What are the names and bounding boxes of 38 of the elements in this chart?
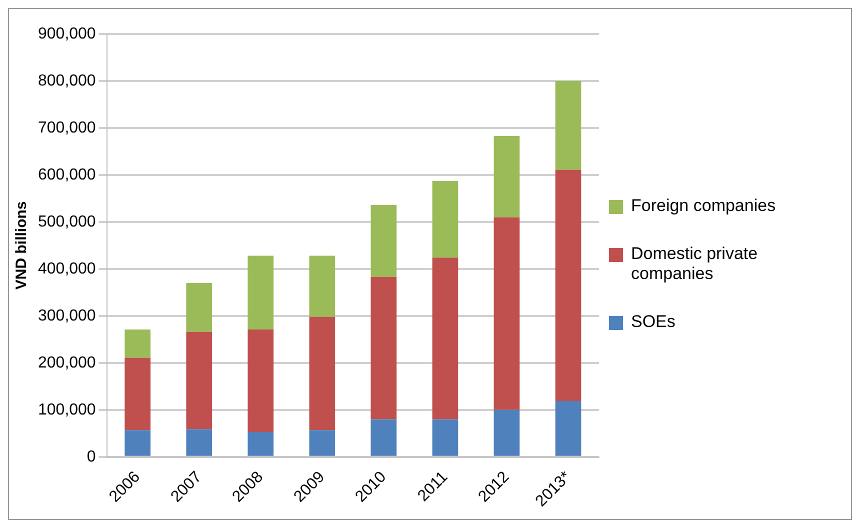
bar — [248, 432, 274, 456]
y-tick-label: 900,000 — [38, 25, 96, 42]
bar — [309, 316, 336, 430]
y-tick-label: 100,000 — [38, 401, 96, 418]
bar — [309, 430, 336, 456]
bar — [494, 136, 520, 218]
legend-label: Foreign companies — [631, 196, 776, 216]
y-tick-label: 0 — [86, 448, 96, 466]
bar — [555, 80, 582, 170]
bar — [432, 419, 458, 456]
bar — [370, 419, 397, 456]
bar — [370, 276, 397, 420]
legend-label: SOEs — [631, 312, 676, 332]
y-tick-label: 700,000 — [38, 119, 96, 136]
bar — [309, 256, 336, 317]
bar — [248, 256, 274, 330]
bar — [186, 332, 212, 430]
y-axis-title: VND billions — [13, 201, 30, 290]
y-tick-label: 400,000 — [38, 260, 96, 278]
y-tick-label: 200,000 — [38, 354, 96, 372]
legend-label: Domestic private companies — [631, 244, 759, 284]
y-tick-label: 500,000 — [38, 213, 96, 230]
y-tick-label: 800,000 — [38, 72, 96, 90]
bar — [555, 170, 582, 401]
y-tick-label: 300,000 — [38, 307, 96, 324]
bar — [432, 181, 458, 258]
bar — [555, 400, 582, 456]
bar — [186, 283, 212, 332]
bar — [432, 258, 458, 420]
bar — [494, 410, 520, 456]
bar — [186, 429, 212, 456]
bar — [370, 205, 397, 277]
y-tick-label: 600,000 — [38, 166, 96, 184]
bar — [124, 330, 151, 358]
bar — [124, 358, 151, 430]
bar — [124, 430, 151, 456]
bar — [494, 217, 520, 410]
bar — [248, 330, 274, 432]
